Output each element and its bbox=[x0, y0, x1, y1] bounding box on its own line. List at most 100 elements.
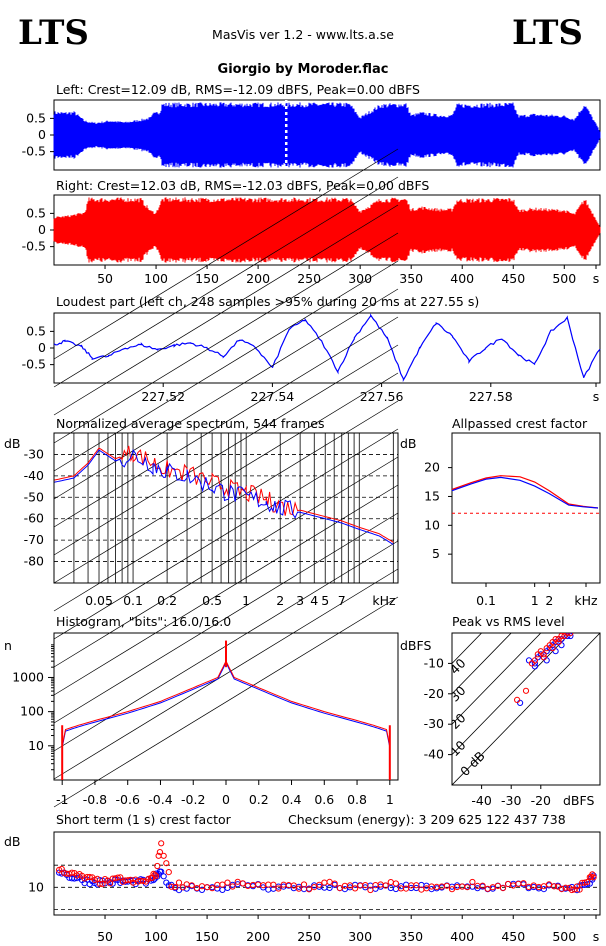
short-term-right-point bbox=[459, 883, 466, 890]
short-term-xtick-label: 50 bbox=[97, 929, 113, 944]
peak-rms-diagonal bbox=[452, 633, 542, 725]
short-term-right-point bbox=[362, 882, 369, 889]
spectrum-slope-line bbox=[53, 372, 399, 584]
short-term-left-point bbox=[392, 885, 399, 893]
loudest-waveform bbox=[53, 313, 601, 383]
histogram-title: Histogram, "bits": 16.0/16.0 bbox=[56, 614, 231, 629]
short-term-right-point bbox=[321, 879, 328, 886]
spectrum-slope-line bbox=[53, 316, 399, 528]
spectrum-frame bbox=[53, 432, 399, 584]
crest-ytick-label: 15 bbox=[424, 488, 440, 503]
peak-rms-ylabel: dBFS bbox=[400, 638, 431, 653]
left-ytick-label: -0.5 bbox=[22, 144, 46, 159]
histogram-xtick-label: -0.8 bbox=[83, 792, 107, 807]
crest-xtick-label: kHz bbox=[574, 593, 598, 608]
short-term-right-point bbox=[372, 882, 379, 889]
loudest-part-title: Loudest part (left ch, 248 samples >95% … bbox=[56, 294, 479, 309]
peak-rms-ytick-label: -20 bbox=[424, 686, 444, 701]
short-term-right-point bbox=[209, 885, 216, 892]
short-term-right-point bbox=[86, 873, 93, 881]
peak-rms-left-point bbox=[525, 657, 533, 664]
right-xtick-label: 150 bbox=[195, 271, 219, 286]
crest-factor-title: Allpassed crest factor bbox=[452, 416, 588, 431]
peak-rms-ytick-label: -30 bbox=[424, 716, 444, 731]
spectrum-title: Normalized average spectrum, 544 frames bbox=[56, 416, 325, 431]
short-term-xtick-label: 250 bbox=[297, 929, 321, 944]
loudest-xtick-label: 227.56 bbox=[360, 389, 404, 404]
short-term-right-point bbox=[392, 880, 399, 887]
short-term-right-point bbox=[464, 884, 471, 891]
short-term-right-point bbox=[306, 886, 313, 893]
histogram-xtick-label: 1 bbox=[386, 792, 394, 807]
short-term-right-point bbox=[160, 852, 167, 859]
short-term-right-point bbox=[545, 881, 553, 888]
histogram-xtick-label: -1 bbox=[56, 792, 68, 807]
spectrum-slope-line bbox=[53, 288, 399, 500]
short-term-xtick-label: 200 bbox=[246, 929, 270, 944]
peak-rms-xlabel: dBFS bbox=[563, 793, 594, 808]
peak-rms-diagonal-label: 20 bbox=[447, 710, 469, 732]
right-xtick-label: 400 bbox=[450, 271, 474, 286]
right-xtick-label: 500 bbox=[552, 271, 576, 286]
peak-rms-left-point bbox=[558, 642, 565, 649]
crest-xtick-label: 0.1 bbox=[476, 593, 496, 608]
loudest-frame bbox=[53, 312, 601, 384]
short-term-xtick-label: 300 bbox=[348, 929, 372, 944]
short-term-right-point bbox=[179, 884, 186, 891]
short-term-right-point bbox=[156, 849, 163, 856]
short-term-right-point bbox=[590, 874, 597, 881]
short-term-xtick-label: 400 bbox=[450, 929, 474, 944]
peak-rms-xtick-label: -30 bbox=[501, 793, 521, 808]
right-xtick-label: 200 bbox=[246, 271, 270, 286]
histogram-xtick-label: 0.8 bbox=[347, 792, 367, 807]
short-term-right-point bbox=[56, 866, 63, 874]
right-xtick-label: 350 bbox=[399, 271, 423, 286]
spectrum-xtick-label: 0.1 bbox=[123, 593, 143, 608]
short-term-right-point bbox=[311, 884, 318, 891]
peak-rms-xtick-label: -20 bbox=[531, 793, 551, 808]
histogram-ytick-label: 100 bbox=[20, 704, 44, 719]
histogram-xtick-label: 0.4 bbox=[282, 792, 302, 807]
crest-frame bbox=[451, 432, 601, 584]
short-term-right-point bbox=[107, 880, 114, 887]
spectrum-slope-line bbox=[53, 260, 399, 472]
short-term-right-point bbox=[188, 882, 195, 889]
peak-rms-right-point bbox=[567, 633, 574, 637]
short-term-ytick-label: 10 bbox=[28, 879, 44, 894]
left-waveform bbox=[53, 102, 601, 168]
plots-layer: 0.50-0.50.50-0.550 100 150 200 250 300 350 400 4… bbox=[12, 99, 601, 944]
loudest-xtick-label: 227.52 bbox=[141, 389, 185, 404]
peak-rms-right-point bbox=[540, 654, 547, 661]
right-xtick-label: 50 bbox=[97, 271, 113, 286]
loudest-ytick-label: -0.5 bbox=[22, 357, 46, 372]
right-waveform bbox=[53, 197, 601, 263]
short-term-right-point bbox=[124, 877, 132, 884]
short-term-right-point bbox=[140, 878, 147, 885]
spectrum-ytick-label: -60 bbox=[24, 511, 44, 526]
short-term-right-point bbox=[505, 880, 512, 888]
spectrum-slope-line bbox=[53, 204, 399, 416]
loudest-ytick-label: 0.5 bbox=[26, 323, 46, 338]
short-term-frame bbox=[53, 831, 601, 916]
peak-rms-ytick-label: -40 bbox=[424, 747, 444, 762]
spectrum-ytick-label: -30 bbox=[24, 446, 44, 461]
spectrum-left-line bbox=[53, 448, 394, 545]
short-term-right-point bbox=[68, 869, 76, 876]
peak-rms-right-point bbox=[558, 633, 565, 640]
histogram-ylabel: n bbox=[4, 638, 12, 653]
spectrum-slope-line bbox=[53, 568, 399, 780]
right-xtick-label: 250 bbox=[297, 271, 321, 286]
short-term-right-point bbox=[581, 879, 588, 886]
right-xtick-label: 300 bbox=[348, 271, 372, 286]
crest-ytick-label: 10 bbox=[424, 517, 440, 532]
spectrum-ylabel: dB bbox=[4, 436, 21, 451]
short-term-right-point bbox=[331, 880, 338, 887]
spectrum-slope-line bbox=[53, 176, 399, 388]
crest-xtick-label: 2 bbox=[545, 593, 553, 608]
short-term-right-point bbox=[117, 874, 124, 881]
peak-rms-diagonal-label: 40 bbox=[447, 655, 469, 677]
short-term-left-point bbox=[158, 868, 165, 875]
short-term-right-point bbox=[558, 886, 565, 893]
short-term-right-point bbox=[193, 885, 200, 892]
short-term-right-point bbox=[198, 883, 206, 890]
